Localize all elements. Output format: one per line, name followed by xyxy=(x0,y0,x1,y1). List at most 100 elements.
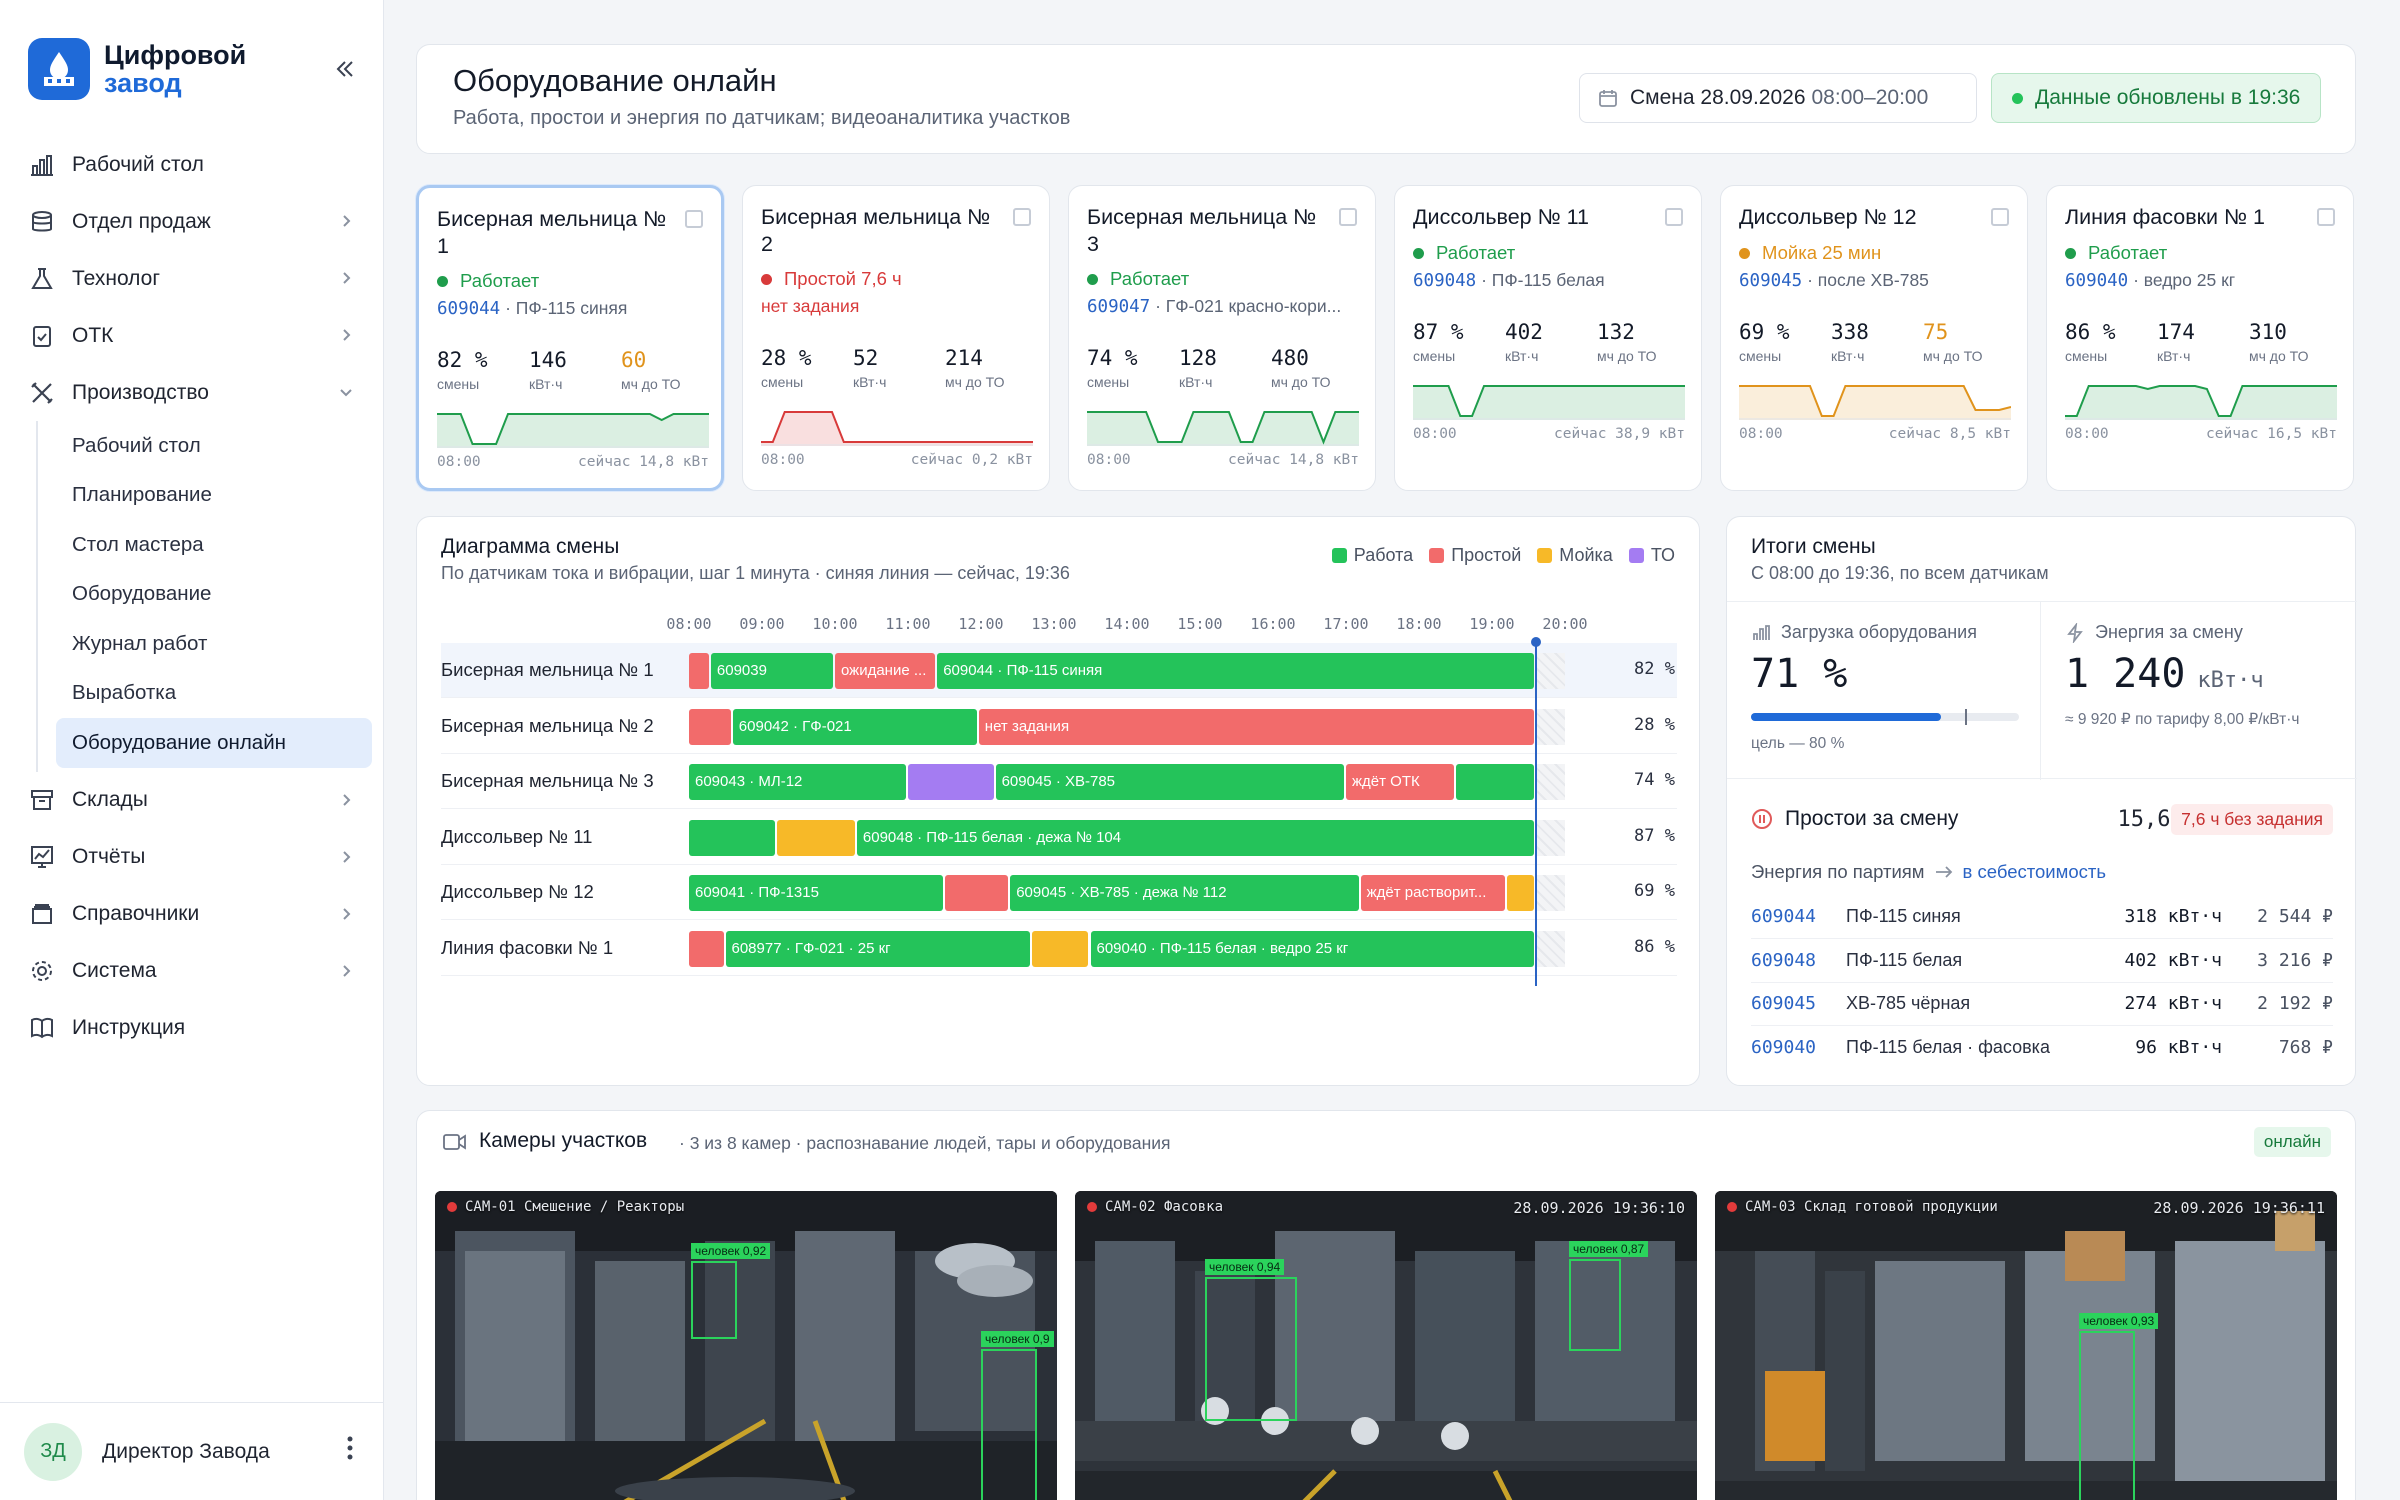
metric-value: 52 xyxy=(853,346,879,370)
gantt-segment-idle[interactable] xyxy=(689,653,709,689)
subnav-item-work-log[interactable]: Журнал работ xyxy=(72,631,208,655)
gantt-row[interactable]: Бисерная мельница № 2 28 % 609042 · ГФ-021… xyxy=(441,699,1677,754)
gantt-segment-work[interactable]: 609048 · ПФ-115 белая · дежа № 104 xyxy=(856,819,1534,856)
batch-code[interactable]: 609047 xyxy=(1087,297,1151,317)
gantt-segment-work[interactable]: 609043 · МЛ-12 xyxy=(689,764,906,800)
gear-icon xyxy=(28,957,56,985)
gantt-segment-work[interactable] xyxy=(1455,764,1534,800)
gantt-row[interactable]: Диссольвер № 12 69 % 609041 · ПФ-1315 60904… xyxy=(441,865,1677,920)
subnav-item-master-desk[interactable]: Стол мастера xyxy=(72,532,204,556)
gantt-segment-idle[interactable]: ждёт ОТК xyxy=(1346,764,1454,800)
machine-card[interactable]: Диссольвер № 11 Работает 609048 · ПФ-115… xyxy=(1394,185,1702,491)
spark-start: 08:00 xyxy=(761,452,805,468)
gantt-segment-work[interactable]: 608977 · ГФ-021 · 25 кг xyxy=(725,930,1031,967)
future-time-hatch xyxy=(1535,819,1565,856)
expand-icon[interactable] xyxy=(685,210,703,228)
energy-batch-row[interactable]: 609044 ПФ-115 синяя 318 кВт·ч 2 544 ₽ xyxy=(1751,895,2333,939)
gantt-segment-to[interactable] xyxy=(908,764,994,800)
batch-code[interactable]: 609044 xyxy=(1751,906,1817,927)
gantt-segment-work[interactable]: 609042 · ГФ-021 xyxy=(732,708,977,745)
recording-dot-icon xyxy=(1087,1202,1097,1212)
nav-item-references[interactable]: Справочники xyxy=(0,886,384,943)
gantt-segment-wash[interactable] xyxy=(776,819,855,856)
metric-unit: кВт·ч xyxy=(1179,374,1213,390)
brand-logo[interactable]: Цифровой завод xyxy=(28,38,246,100)
gantt-row[interactable]: Диссольвер № 11 87 % 609048 · ПФ-115 белая… xyxy=(441,810,1677,865)
nav-item-sales[interactable]: Отдел продаж xyxy=(0,193,384,250)
more-vertical-icon[interactable] xyxy=(346,1435,354,1461)
batch-code[interactable]: 609044 xyxy=(437,299,501,319)
batch-cost: 768 ₽ xyxy=(2278,1037,2333,1058)
camera-feed-image xyxy=(1715,1191,2337,1500)
expand-icon[interactable] xyxy=(1339,208,1357,226)
nav-item-reports[interactable]: Отчёты xyxy=(0,829,384,886)
gantt-segment-work[interactable]: 609044 · ПФ-115 синяя xyxy=(937,653,1534,689)
nav-item-system[interactable]: Система xyxy=(0,943,384,1000)
batch-code[interactable]: 609045 xyxy=(1739,271,1803,291)
batch-code[interactable]: 609040 xyxy=(2065,271,2129,291)
person-detection-box: человек 0,92 xyxy=(691,1243,771,1339)
subnav-item-dashboard[interactable]: Рабочий стол xyxy=(72,433,201,457)
gantt-segment-idle[interactable]: ждёт растворит... xyxy=(1360,875,1505,911)
gantt-row[interactable]: Бисерная мельница № 1 82 % 609039 ожидание … xyxy=(441,643,1677,698)
nav-item-production[interactable]: Производство xyxy=(0,364,384,421)
machine-card[interactable]: Бисерная мельница № 2 Простой 7,6 ч нет … xyxy=(742,185,1050,491)
gantt-segment-work[interactable]: 609041 · ПФ-1315 xyxy=(689,875,943,911)
subnav-item-output[interactable]: Выработка xyxy=(72,681,177,705)
gantt-segment-work[interactable]: 609040 · ПФ-115 белая · ведро 25 кг xyxy=(1090,930,1534,967)
subnav-item-planning[interactable]: Планирование xyxy=(72,483,212,507)
machine-card[interactable]: Бисерная мельница № 3 Работает 609047 · … xyxy=(1068,185,1376,491)
nav-item-dashboard[interactable]: Рабочий стол xyxy=(0,136,384,193)
subnav-item-equipment-online[interactable]: Оборудование онлайн xyxy=(56,718,372,768)
machine-card[interactable]: Линия фасовки № 1 Работает 609040 · ведр… xyxy=(2046,185,2354,491)
gantt-segment-idle[interactable]: ожидание ... xyxy=(835,653,936,689)
gantt-segment-work[interactable]: 609045 · ХВ-785 xyxy=(995,764,1344,800)
batch-code[interactable]: 609045 xyxy=(1751,993,1817,1014)
machine-card[interactable]: Диссольвер № 12 Мойка 25 мин 609045 · по… xyxy=(1720,185,2028,491)
camera-label: CAM-01 Смешение / Реакторы xyxy=(447,1199,684,1215)
metric-unit: кВт·ч xyxy=(2157,348,2191,364)
nav-item-technologist[interactable]: Технолог xyxy=(0,250,384,307)
gantt-segment-wash[interactable] xyxy=(1032,930,1089,967)
gantt-segment-wash[interactable] xyxy=(1506,875,1534,911)
gantt-row[interactable]: Бисерная мельница № 3 74 % 609043 · МЛ-12 6… xyxy=(441,754,1677,809)
report-chart-icon xyxy=(28,843,56,871)
camera-feed-3[interactable]: человек 0,93 CAM-03 Склад готовой продук… xyxy=(1715,1191,2337,1500)
gantt-row[interactable]: Линия фасовки № 1 86 % 608977 · ГФ-021 · 2… xyxy=(441,921,1677,976)
gantt-segment-idle[interactable]: нет задания xyxy=(978,708,1534,745)
cameras-title: Камеры участков xyxy=(479,1129,648,1152)
expand-icon[interactable] xyxy=(1013,208,1031,226)
batch-code[interactable]: 609048 xyxy=(1751,949,1817,971)
machine-status: Работает xyxy=(1087,268,1189,290)
nav-item-manual[interactable]: Инструкция xyxy=(0,1000,384,1057)
expand-icon[interactable] xyxy=(1991,208,2009,226)
machine-batch: 609047 · ГФ-021 красно-кори... xyxy=(1087,296,1367,317)
shift-selector[interactable]: Смена 28.09.2026 08:00–20:00 xyxy=(1579,73,1977,123)
avatar: ЗД xyxy=(24,1422,82,1481)
batch-code[interactable]: 609040 xyxy=(1751,1037,1817,1058)
legend-item: Мойка xyxy=(1537,545,1613,566)
energy-batch-row[interactable]: 609048 ПФ-115 белая 402 кВт·ч 3 216 ₽ xyxy=(1751,939,2333,983)
camera-feed-2[interactable]: человек 0,94 человек 0,87 CAM-02 Фасовка… xyxy=(1075,1191,1697,1500)
camera-feed-1[interactable]: человек 0,92 человек 0,9 CAM-01 Смешение… xyxy=(435,1191,1057,1500)
gantt-segment-idle[interactable] xyxy=(944,875,1009,911)
nav-item-qc[interactable]: ОТК xyxy=(0,307,384,364)
gantt-segment-work[interactable] xyxy=(689,819,775,856)
gantt-segment-idle[interactable] xyxy=(689,930,724,967)
sparkline-area xyxy=(437,414,709,448)
nav-item-warehouses[interactable]: Склады xyxy=(0,772,384,829)
energy-batch-row[interactable]: 609040 ПФ-115 белая · фасовка 96 кВт·ч 768 … xyxy=(1751,1026,2333,1070)
gantt-segment-idle[interactable] xyxy=(689,708,731,745)
expand-icon[interactable] xyxy=(1665,208,1683,226)
machine-card[interactable]: Бисерная мельница № 1 Работает 609044 · … xyxy=(416,185,724,491)
energy-batch-row[interactable]: 609045 ХВ-785 чёрная 274 кВт·ч 2 192 ₽ xyxy=(1751,982,2333,1026)
subnav-item-equipment[interactable]: Оборудование xyxy=(72,582,212,606)
gantt-segment-work[interactable]: 609045 · ХВ-785 · дежа № 112 xyxy=(1010,875,1359,911)
expand-icon[interactable] xyxy=(2317,208,2335,226)
batch-code[interactable]: 609048 xyxy=(1413,271,1477,291)
collapse-sidebar-button[interactable] xyxy=(330,54,360,84)
row-label: Диссольвер № 12 xyxy=(441,881,594,902)
gantt-segment-work[interactable]: 609039 xyxy=(710,653,833,689)
user-panel[interactable]: ЗД Директор Завода xyxy=(0,1402,384,1500)
to-cost-link[interactable]: в себестоимость xyxy=(1962,861,2106,882)
